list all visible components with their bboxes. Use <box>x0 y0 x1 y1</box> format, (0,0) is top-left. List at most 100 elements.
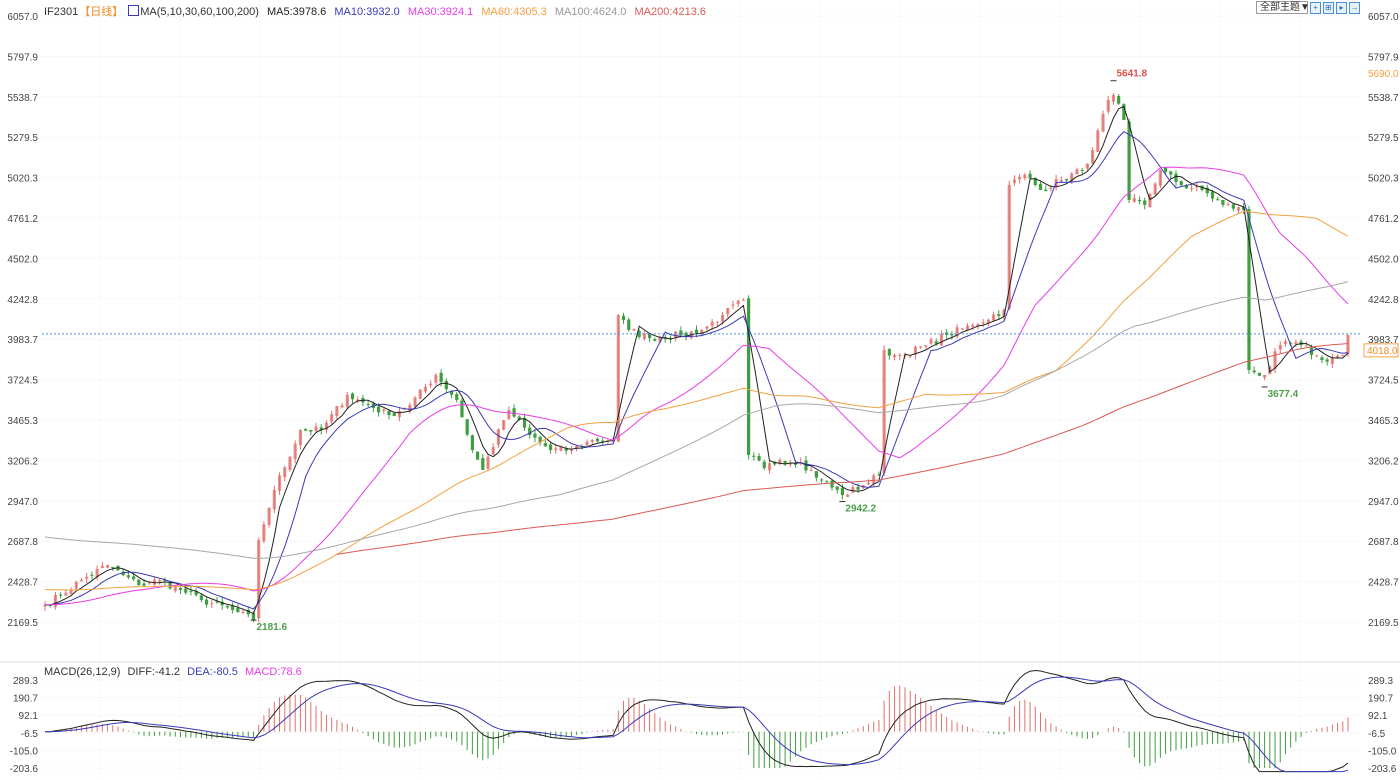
candle-body <box>1044 189 1048 192</box>
symbol-label: IF2301 <box>44 6 79 18</box>
candle-body <box>502 420 506 430</box>
candle-body <box>387 410 391 416</box>
candle <box>621 312 626 325</box>
candle <box>991 311 996 323</box>
candle <box>272 485 276 514</box>
candle <box>1231 203 1235 212</box>
candle-body <box>1059 179 1063 182</box>
axis-tick-label: 3465.3 <box>7 416 38 427</box>
candle <box>220 597 224 610</box>
candle <box>887 348 891 360</box>
candle-body <box>908 356 912 358</box>
candle <box>1127 118 1131 204</box>
candle-body <box>1028 173 1032 179</box>
candle-body <box>1163 167 1168 172</box>
candle-body <box>1330 357 1334 364</box>
candle-body <box>731 304 735 306</box>
candle <box>564 446 568 455</box>
candle <box>1148 192 1152 208</box>
candle-body <box>486 456 490 469</box>
candle-body <box>595 438 600 442</box>
macd-axis-label: -6.5 <box>21 729 39 740</box>
candle-body <box>1049 188 1053 190</box>
candle-body <box>314 426 318 432</box>
candle-body <box>1038 183 1043 190</box>
candle-body <box>533 433 537 438</box>
candle-body <box>1346 334 1350 355</box>
candle-body <box>1169 171 1173 175</box>
candle <box>184 585 188 595</box>
candle <box>429 380 433 388</box>
candle-body <box>251 613 256 621</box>
candle-body <box>856 486 860 490</box>
candle <box>731 300 735 309</box>
axis-tick-label: 5538.7 <box>1368 93 1399 104</box>
main-legend: IF2301【日线】 MA(5,10,30,60,100,200) MA5:397… <box>44 3 711 19</box>
axis-tick-label: 5279.5 <box>7 133 38 144</box>
candle-body <box>877 474 881 476</box>
candle <box>694 325 699 338</box>
candle <box>1315 355 1319 358</box>
candle-body <box>1294 342 1298 344</box>
candle-body <box>846 494 850 498</box>
candle <box>653 337 657 342</box>
candle <box>1085 163 1089 171</box>
candle-body <box>564 448 568 451</box>
candle <box>1111 93 1116 105</box>
go-end-icon[interactable]: → <box>1349 1 1360 14</box>
candle-body <box>1096 130 1100 152</box>
candle <box>1247 205 1251 374</box>
candle-body <box>53 595 58 608</box>
candle <box>173 586 177 593</box>
candle-body <box>1179 181 1183 185</box>
candle-body <box>434 375 438 383</box>
candle-body <box>215 601 219 603</box>
candle <box>496 428 501 448</box>
candle-body <box>293 443 297 459</box>
candle <box>752 452 756 461</box>
axis-tick-label: 2428.7 <box>7 578 38 589</box>
macd-axis-label: -105.0 <box>10 746 39 757</box>
candle-body <box>747 298 751 455</box>
step-icon[interactable]: ▸ <box>1336 1 1347 14</box>
candle <box>1179 180 1183 187</box>
candle-body <box>585 441 589 446</box>
candle <box>210 599 214 609</box>
candle <box>204 596 209 608</box>
candle-body <box>1184 185 1189 189</box>
candle <box>898 352 902 361</box>
candle-body <box>449 390 454 395</box>
candle <box>778 457 782 466</box>
theme-select[interactable]: 全部主题▼ <box>1256 1 1310 14</box>
candle-body <box>1064 179 1069 181</box>
candle-body <box>627 319 631 330</box>
annotations: 4018.0 5690.0 5641.8 2181.6 2942.2 3677.4 <box>42 69 1399 633</box>
axis-tick-label: 3206.2 <box>7 456 38 467</box>
candle-body <box>158 579 162 582</box>
candle <box>298 429 302 450</box>
candle <box>548 441 553 454</box>
axis-tick-label: 3983.7 <box>1368 335 1399 346</box>
candle <box>1174 170 1178 187</box>
candle-body <box>43 604 47 607</box>
ma-line-ma100 <box>44 281 1349 559</box>
candle <box>528 423 532 439</box>
zoom-in-icon[interactable]: ⊞ <box>1323 1 1334 14</box>
ma10-value: MA10:3932.0 <box>334 6 400 18</box>
ma-params: MA(5,10,30,60,100,200) <box>140 6 259 18</box>
candle <box>538 435 542 446</box>
candle-body <box>819 479 824 481</box>
candle <box>387 410 391 420</box>
macd-axis-label: -6.5 <box>1368 729 1386 740</box>
candle <box>981 318 985 328</box>
indicator-icon[interactable] <box>128 5 140 16</box>
period-label[interactable]: 【日线】 <box>79 6 124 18</box>
zoom-fit-icon[interactable]: + <box>1310 1 1321 14</box>
candle-body <box>64 592 68 596</box>
candle <box>674 331 678 342</box>
candle <box>543 439 547 447</box>
candle <box>1091 147 1095 164</box>
axis-tick-label: 5020.3 <box>7 174 38 185</box>
candle-body <box>1174 173 1178 183</box>
